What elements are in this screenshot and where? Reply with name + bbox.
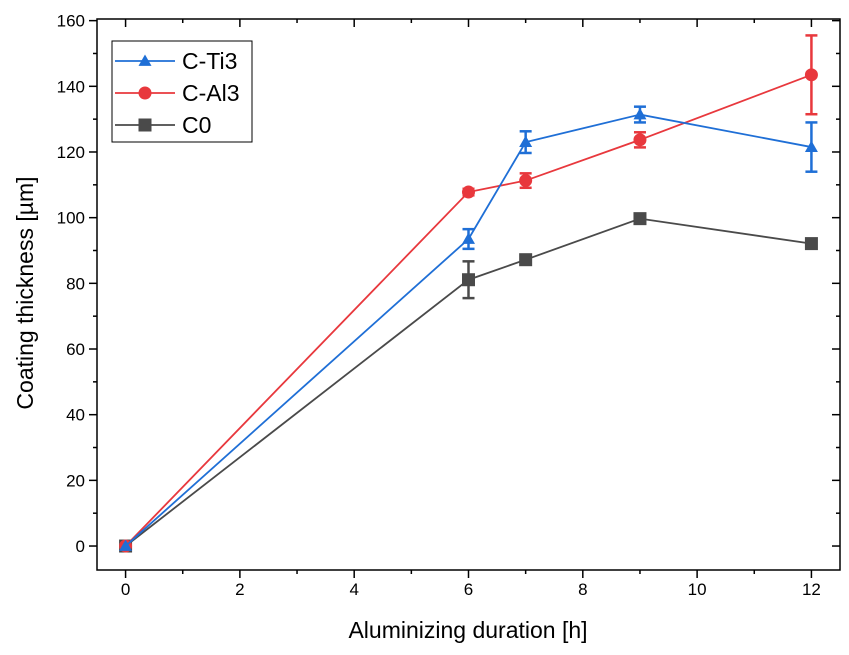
- series-line: [124, 73, 812, 547]
- square-marker: [633, 212, 647, 226]
- y-tick-label: 160: [57, 12, 85, 31]
- x-tick-label: 6: [464, 580, 473, 599]
- y-tick-label: 60: [66, 340, 85, 359]
- triangle-marker: [804, 140, 818, 152]
- series-c-ti3: [119, 105, 818, 551]
- circle-marker: [804, 68, 818, 82]
- triangle-marker: [462, 232, 475, 244]
- legend-label: C-Ti3: [182, 48, 237, 74]
- y-tick-label: 100: [57, 209, 85, 228]
- triangle-marker: [633, 108, 647, 120]
- y-tick-label: 140: [57, 77, 85, 96]
- triangle-marker: [119, 539, 133, 551]
- y-axis-label: Coating thickness [µm]: [12, 176, 38, 409]
- x-axis-label: Aluminizing duration [h]: [348, 617, 587, 643]
- circle-marker: [462, 185, 475, 199]
- legend-label: C-Al3: [182, 80, 240, 106]
- circle-marker: [519, 174, 533, 188]
- y-tick-label: 20: [66, 471, 85, 490]
- x-tick-label: 12: [802, 580, 821, 599]
- x-tick-label: 10: [688, 580, 707, 599]
- square-marker: [462, 273, 475, 287]
- x-tick-label: 0: [121, 580, 130, 599]
- y-tick-label: 0: [76, 537, 85, 556]
- legend-item: C-Ti3: [115, 48, 237, 74]
- square-marker: [138, 118, 152, 132]
- y-tick-label: 80: [66, 274, 85, 293]
- series-line: [124, 113, 812, 547]
- legend-item: C-Al3: [115, 80, 240, 106]
- legend-item: C0: [115, 112, 211, 138]
- square-marker: [804, 237, 818, 251]
- circle-marker: [138, 86, 152, 100]
- circle-marker: [633, 133, 647, 147]
- series-c0: [119, 212, 818, 553]
- y-tick-label: 120: [57, 143, 85, 162]
- square-marker: [519, 253, 533, 267]
- y-tick-label: 40: [66, 406, 85, 425]
- x-tick-label: 4: [349, 580, 358, 599]
- triangle-marker: [138, 54, 152, 66]
- x-tick-label: 2: [235, 580, 244, 599]
- series-group: [119, 34, 818, 553]
- legend-label: C0: [182, 112, 211, 138]
- x-tick-label: 8: [578, 580, 587, 599]
- legend: C-Ti3 C-Al3 C0: [111, 40, 253, 143]
- triangle-marker: [519, 135, 533, 148]
